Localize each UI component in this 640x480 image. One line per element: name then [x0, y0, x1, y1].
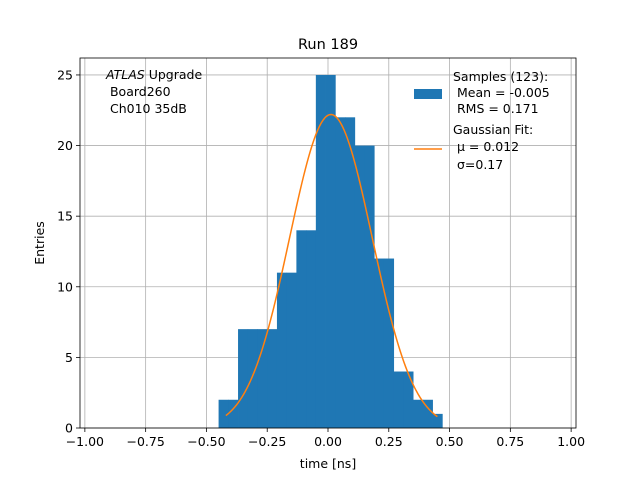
annotation-line-1: ATLAS Upgrade — [105, 67, 202, 82]
legend-samples-line-2: Mean = -0.005 — [453, 85, 550, 100]
histogram-bar — [383, 258, 395, 428]
histogram-bar — [306, 230, 317, 428]
legend-samples-line-3: RMS = 0.171 — [453, 101, 539, 116]
annotation-rest: Upgrade — [145, 67, 203, 82]
x-tick-label: 0.25 — [375, 434, 403, 449]
chart-title: Run 189 — [298, 37, 358, 53]
legend-fit-line-2: μ = 0.012 — [453, 139, 519, 154]
y-tick-label: 20 — [57, 138, 73, 153]
x-axis-ticks: −1.00 −0.75 −0.50 −0.25 0.00 0.25 0.50 0.75 1.00 — [66, 428, 585, 449]
histogram-bar — [228, 399, 239, 428]
histogram-bar — [364, 145, 375, 428]
x-tick-label: 1.00 — [557, 434, 585, 449]
histogram-bar — [432, 413, 443, 428]
y-tick-label: 0 — [65, 421, 73, 436]
gaussian-fit-curve — [225, 113, 438, 418]
x-tick-label: −0.75 — [126, 434, 164, 449]
legend: Samples (123): Mean = -0.005 RMS = 0.171… — [414, 69, 550, 172]
histogram-bar — [238, 329, 249, 428]
x-axis-label: time [ns] — [300, 456, 356, 471]
histogram-bar — [413, 399, 424, 428]
legend-samples-line-1: Samples (123): — [453, 69, 548, 84]
histogram-bar — [325, 74, 336, 428]
x-tick-label: 0.75 — [496, 434, 524, 449]
histogram-bar — [422, 399, 433, 428]
atlas-annotation: ATLAS Upgrade Board260 Ch010 35dB — [105, 67, 202, 116]
histogram-bar — [296, 230, 307, 428]
x-tick-label: 0.00 — [314, 434, 342, 449]
x-tick-label: −0.50 — [187, 434, 225, 449]
histogram-bar — [257, 329, 268, 428]
histogram-bar — [335, 117, 346, 428]
histogram-bar — [286, 272, 297, 428]
histogram-bar — [218, 399, 229, 428]
y-axis-label: Entries — [32, 221, 47, 265]
x-tick-label: −0.25 — [248, 434, 286, 449]
x-tick-label: 0.50 — [436, 434, 464, 449]
x-tick-label: −1.00 — [66, 434, 104, 449]
legend-fit-line-1: Gaussian Fit: — [453, 122, 533, 137]
y-tick-label: 25 — [57, 67, 73, 82]
annotation-italic: ATLAS — [105, 67, 145, 82]
histogram-bars — [218, 74, 443, 428]
legend-samples-patch — [414, 89, 442, 99]
histogram-bar — [267, 329, 278, 428]
y-tick-label: 10 — [57, 279, 73, 294]
legend-fit-line-3: σ=0.17 — [453, 157, 503, 172]
histogram-bar — [247, 329, 258, 428]
y-axis-ticks: 0 5 10 15 20 25 — [57, 67, 80, 436]
histogram-bar — [393, 371, 404, 428]
y-tick-label: 5 — [65, 350, 73, 365]
histogram-bar — [374, 258, 385, 428]
annotation-line-2: Board260 — [106, 84, 171, 99]
histogram-bar — [403, 371, 414, 428]
y-tick-label: 15 — [57, 209, 73, 224]
histogram-bar — [345, 117, 356, 428]
histogram-bar — [315, 74, 326, 428]
annotation-line-3: Ch010 35dB — [106, 101, 187, 116]
histogram-bar — [354, 145, 365, 428]
histogram-bar — [276, 272, 288, 428]
